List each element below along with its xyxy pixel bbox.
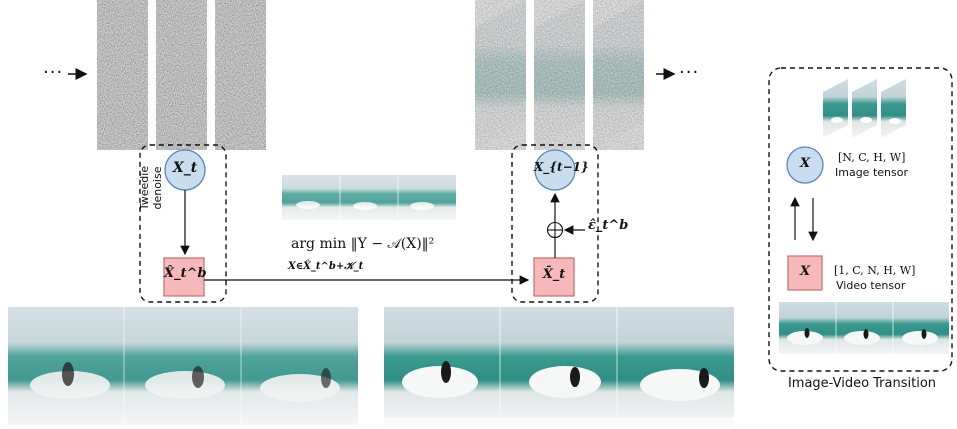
- image-node-label: X: [799, 156, 811, 171]
- ellipsis-left: ···: [43, 62, 64, 83]
- video-shape-label: [1, C, N, H, W]: [834, 264, 916, 277]
- video-node-label: X: [799, 264, 811, 279]
- node-xhat-label: X̂_t^b: [164, 266, 207, 281]
- objective-label: arg min ‖Y − 𝒜(X)‖²: [291, 236, 435, 252]
- node-xt1-circle: [534, 149, 576, 191]
- image-node-circle: [786, 146, 824, 184]
- blurred-strip: [8, 307, 358, 425]
- image-caption: Image tensor: [835, 166, 908, 179]
- ellipsis-right: ···: [679, 62, 700, 83]
- transition-frames: [823, 79, 906, 138]
- node-xhat-square: [163, 257, 205, 297]
- restored-strip: [384, 307, 734, 425]
- node-xbar-label: X̄_t: [542, 267, 566, 282]
- noise-label: ε̂_t^b: [588, 218, 629, 233]
- dashed-box-transition: [768, 67, 953, 372]
- transition-title: Image-Video Transition: [787, 376, 937, 391]
- video-node-square: [787, 255, 823, 291]
- objective-subscript: X∈X̂_t^b+𝒦_t: [288, 261, 364, 272]
- noisy-frames-left: [97, 0, 266, 150]
- video-caption: Video tensor: [836, 279, 906, 292]
- noisy-frames-right: [475, 0, 644, 150]
- transition-strip: [779, 302, 949, 354]
- node-xt-label: X_t: [172, 160, 198, 176]
- denoise-label: Tweedie denoise: [138, 165, 164, 211]
- node-xt1-label: X_{t−1}: [534, 160, 589, 174]
- measurement-strip: [282, 175, 456, 220]
- image-shape-label: [N, C, H, W]: [838, 151, 906, 164]
- node-xbar-square: [533, 257, 575, 297]
